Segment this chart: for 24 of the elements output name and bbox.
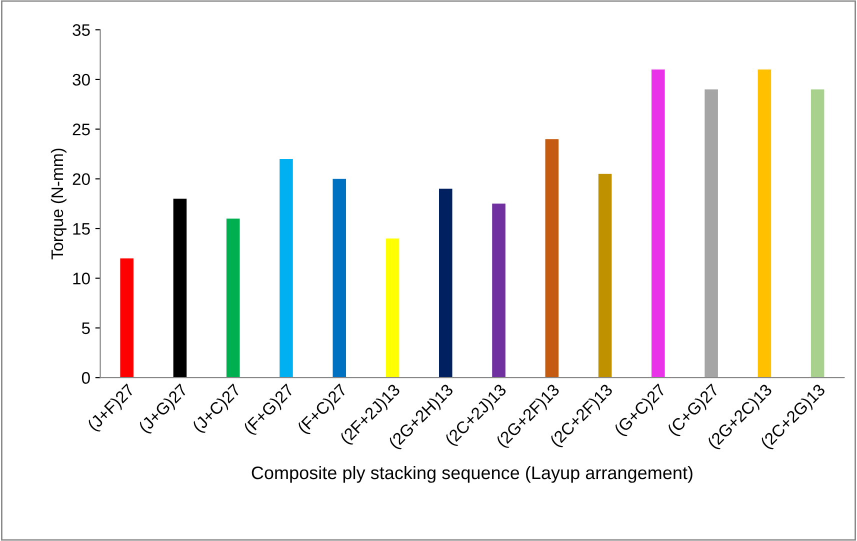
bar — [173, 198, 187, 378]
y-tick-label: 0 — [82, 372, 90, 384]
bar — [704, 89, 718, 378]
bar — [226, 218, 240, 378]
bar — [652, 70, 665, 378]
bar — [545, 139, 559, 378]
y-tick-label: 25 — [72, 124, 90, 136]
y-tick-label: 15 — [73, 223, 90, 235]
bar — [332, 178, 346, 378]
x-axis-title: Composite ply stacking sequence (Layup arrangement) — [252, 466, 692, 483]
y-tick-label: 35 — [72, 24, 90, 36]
bar — [120, 258, 134, 378]
y-axis-title: Torque (N-mm) — [50, 148, 66, 260]
bar — [810, 89, 824, 378]
bar — [758, 70, 772, 378]
y-tick-label: 5 — [82, 322, 90, 334]
bar — [439, 188, 452, 378]
bar — [386, 238, 400, 378]
bar — [492, 204, 506, 378]
bar — [280, 158, 293, 378]
bar — [598, 174, 612, 378]
y-tick-label: 10 — [73, 272, 90, 284]
y-tick-label: 20 — [72, 173, 90, 186]
y-tick-label: 30 — [72, 74, 90, 86]
